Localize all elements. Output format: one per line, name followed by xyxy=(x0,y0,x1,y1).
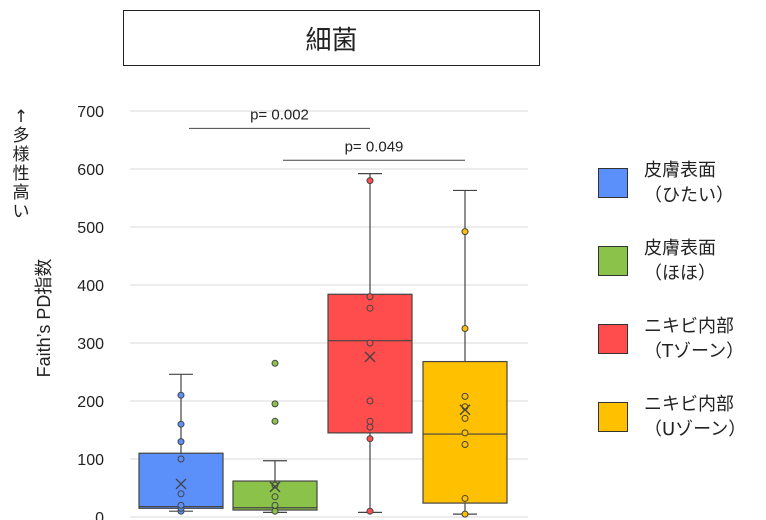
y-axis-note: ↑ 多様性 高い xyxy=(12,107,30,222)
y-tick-label: 700 xyxy=(77,104,104,121)
data-point xyxy=(366,507,374,515)
data-point xyxy=(177,391,185,399)
data-point xyxy=(177,420,185,428)
data-point xyxy=(366,339,374,347)
data-point xyxy=(461,414,469,422)
legend-swatch xyxy=(598,402,628,432)
data-point xyxy=(271,493,279,501)
data-point xyxy=(177,438,185,446)
data-point xyxy=(271,359,279,367)
legend-swatch xyxy=(598,324,628,354)
data-point xyxy=(366,423,374,431)
chart-title: 細菌 xyxy=(123,10,540,66)
data-point xyxy=(366,435,374,443)
data-point xyxy=(461,441,469,448)
data-point xyxy=(271,481,279,489)
legend-label: ニキビ内部 （Tゾーン） xyxy=(644,316,745,362)
data-point xyxy=(177,501,185,509)
p-value-label: p= 0.002 xyxy=(250,106,309,123)
y-tick-label: 400 xyxy=(77,278,104,295)
legend-label: 皮膚表面 （ほほ） xyxy=(644,238,716,284)
data-point xyxy=(177,490,185,498)
data-point xyxy=(366,177,374,185)
legend-item: 皮膚表面 （ほほ） xyxy=(598,236,763,314)
legend-item: ニキビ内部 （Uゾーン） xyxy=(598,392,763,470)
y-tick-label: 600 xyxy=(77,162,104,179)
data-point xyxy=(271,501,279,509)
y-tick-label: 500 xyxy=(77,220,104,237)
legend: 皮膚表面 （ひたい） 皮膚表面 （ほほ） ニキビ内部 （Tゾーン） ニキビ内部 … xyxy=(598,158,763,470)
data-point xyxy=(271,400,279,408)
legend-item: ニキビ内部 （Tゾーン） xyxy=(598,314,763,392)
legend-label: 皮膚表面 （ひたい） xyxy=(644,160,734,206)
data-point xyxy=(461,429,469,437)
p-value-label: p= 0.049 xyxy=(345,138,404,155)
data-point xyxy=(366,397,374,405)
legend-item: 皮膚表面 （ひたい） xyxy=(598,158,763,236)
y-tick-label: 300 xyxy=(77,336,104,353)
y-tick-label: 100 xyxy=(77,452,104,469)
data-point xyxy=(461,228,469,236)
data-point xyxy=(366,417,374,425)
legend-swatch xyxy=(598,246,628,276)
data-point xyxy=(461,325,469,332)
data-point xyxy=(461,510,469,518)
data-point xyxy=(366,304,374,312)
mean-marker xyxy=(459,404,471,416)
legend-swatch xyxy=(598,168,628,198)
data-point xyxy=(366,293,374,301)
y-tick-label: 200 xyxy=(77,394,104,411)
mean-marker xyxy=(269,481,281,493)
data-point xyxy=(461,494,469,502)
data-point xyxy=(461,392,469,400)
legend-label: ニキビ内部 （Uゾーン） xyxy=(644,394,747,440)
y-tick-label: 0 xyxy=(95,510,104,520)
mean-marker xyxy=(364,351,376,363)
data-point xyxy=(271,507,279,515)
data-point xyxy=(271,417,279,425)
box xyxy=(327,293,413,434)
data-point xyxy=(177,455,185,463)
mean-marker xyxy=(175,478,187,490)
